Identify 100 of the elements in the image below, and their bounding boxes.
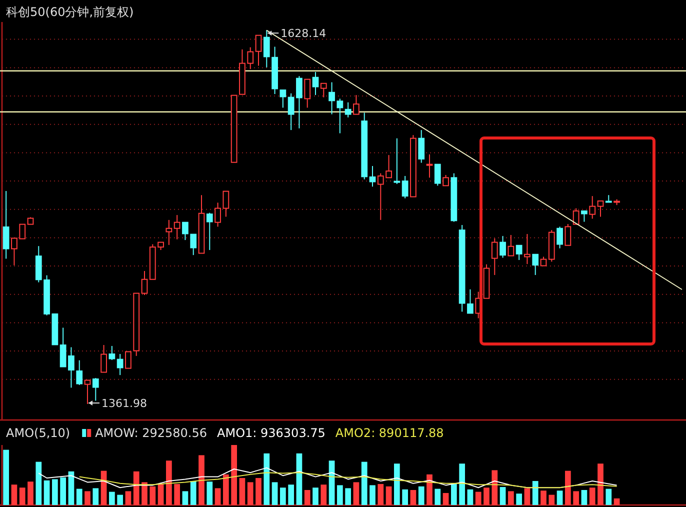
- candlestick: [426, 154, 433, 178]
- bar: [52, 479, 58, 505]
- bar: [353, 482, 360, 505]
- bar: [378, 484, 384, 505]
- bar: [158, 484, 164, 505]
- bar: [475, 492, 482, 505]
- candlestick: [190, 234, 197, 256]
- bar: [345, 488, 352, 505]
- bar: [190, 481, 196, 505]
- bar: [92, 488, 99, 505]
- candlestick: [556, 226, 563, 249]
- bar: [239, 478, 246, 505]
- bar: [598, 464, 604, 505]
- bar: [60, 477, 66, 505]
- candlestick: [500, 235, 506, 258]
- candlestick: [166, 219, 172, 246]
- bar: [410, 490, 416, 505]
- bar: [426, 474, 432, 505]
- bar: [11, 484, 18, 505]
- bar: [467, 489, 474, 505]
- bar: [304, 490, 310, 505]
- bar: [418, 486, 424, 505]
- candlestick: [434, 164, 441, 186]
- candlestick: [581, 210, 588, 222]
- candlestick: [312, 72, 319, 96]
- bar: [36, 462, 42, 505]
- bar: [231, 445, 238, 505]
- candlestick: [491, 238, 498, 276]
- bar: [459, 464, 466, 505]
- bar: [166, 460, 172, 505]
- text: AMO1: 936303.75: [217, 426, 326, 440]
- candlestick: [84, 380, 91, 405]
- candlestick: [2, 190, 10, 260]
- candlestick: [280, 89, 286, 108]
- candlestick: [589, 196, 596, 220]
- bar: [508, 491, 514, 505]
- bar: [548, 494, 555, 505]
- candlestick: [174, 214, 180, 240]
- candlestick: [418, 130, 425, 164]
- bar: [76, 488, 82, 505]
- bar: [606, 488, 612, 505]
- bar: [108, 492, 115, 505]
- bar: [361, 462, 368, 505]
- bar: [222, 474, 229, 505]
- candlestick: [76, 360, 83, 386]
- candlestick: [206, 212, 213, 251]
- candlestick: [92, 377, 99, 402]
- candlestick: [100, 344, 107, 373]
- candlestick: [344, 102, 352, 118]
- chart-title: AMO(5,10): [6, 426, 70, 440]
- bar: [434, 488, 441, 505]
- bar: [84, 491, 90, 505]
- bar: [540, 490, 546, 505]
- bar: [394, 464, 400, 505]
- bar: [589, 488, 596, 505]
- candlestick: [125, 351, 132, 369]
- candlestick: [532, 254, 539, 276]
- bar: [336, 485, 343, 505]
- annotation: 1628.14: [280, 27, 326, 40]
- bar: [500, 487, 506, 505]
- bar: [280, 488, 286, 505]
- bar: [573, 491, 580, 505]
- candlestick: [516, 244, 522, 260]
- candlestick: [320, 82, 327, 98]
- bar: [44, 480, 50, 505]
- candlestick: [572, 208, 580, 225]
- candlestick: [141, 270, 148, 296]
- legend-label: AMOW: 292580.56: [95, 426, 208, 440]
- bar: [614, 498, 620, 505]
- bar: [28, 482, 34, 505]
- bar: [264, 453, 270, 505]
- chart-title: 科创50(60分钟,前复权): [6, 5, 134, 19]
- bar: [125, 491, 132, 505]
- bar: [386, 486, 392, 505]
- candlestick: [442, 174, 449, 186]
- bar: [556, 490, 563, 505]
- bar: [581, 490, 588, 505]
- candlestick: [255, 34, 262, 66]
- candlestick: [369, 166, 376, 188]
- candlestick: [108, 345, 116, 361]
- bar: [328, 460, 335, 505]
- candlestick: [182, 222, 188, 241]
- bar: [532, 481, 538, 505]
- bar: [19, 488, 26, 505]
- bar: [198, 455, 204, 505]
- candlestick: [597, 200, 604, 218]
- bar: [564, 470, 571, 505]
- bar: [320, 484, 327, 505]
- bar: [174, 484, 180, 505]
- bar: [247, 482, 254, 505]
- bar: [256, 478, 262, 505]
- bar: [68, 471, 74, 505]
- bar: [442, 493, 449, 505]
- bar: [370, 485, 376, 505]
- bar: [117, 494, 124, 505]
- candlestick: [116, 353, 124, 376]
- candlestick: [508, 234, 514, 256]
- bar: [524, 488, 530, 505]
- bar: [150, 486, 156, 505]
- candlestick: [353, 94, 360, 115]
